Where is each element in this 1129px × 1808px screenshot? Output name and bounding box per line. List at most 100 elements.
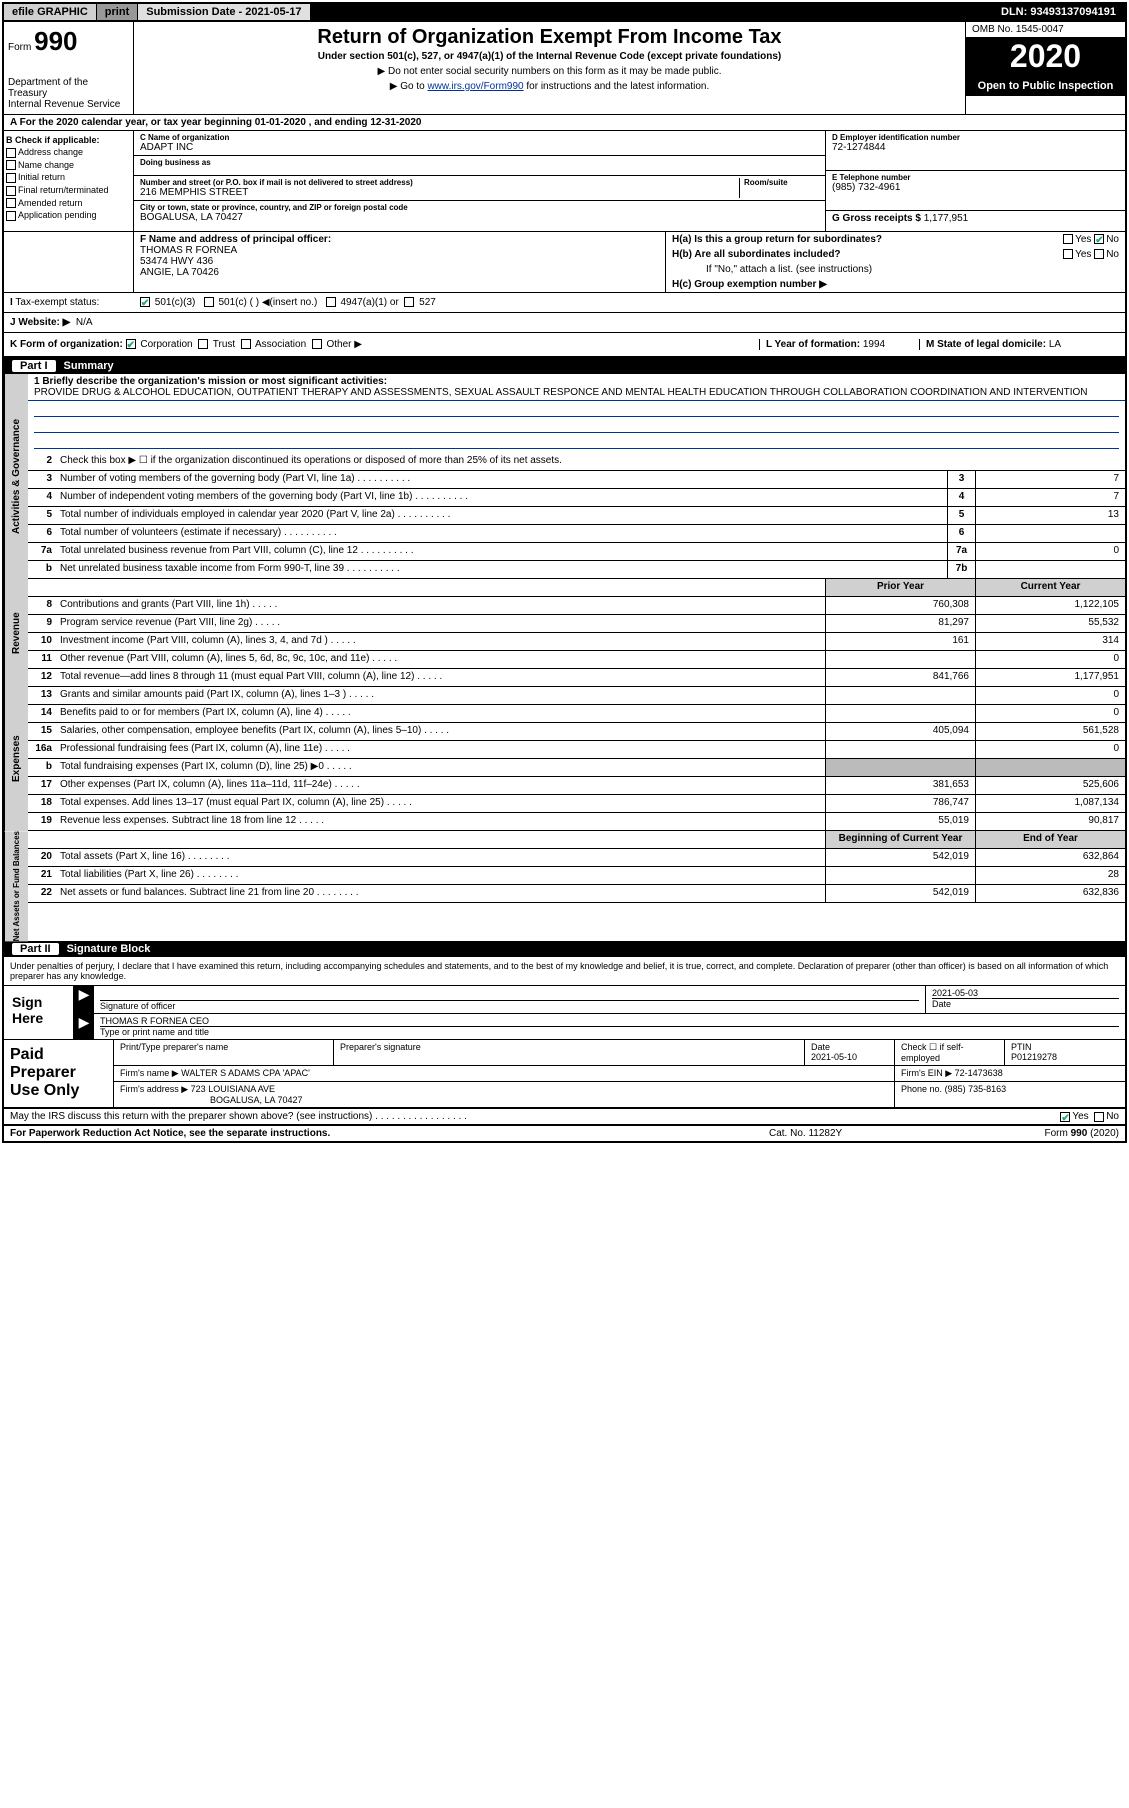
discuss-row: May the IRS discuss this return with the… bbox=[4, 1109, 1125, 1126]
open-to-public: Open to Public Inspection bbox=[966, 76, 1125, 96]
table-row: 7aTotal unrelated business revenue from … bbox=[28, 543, 1125, 561]
prep-name-label: Print/Type preparer's name bbox=[114, 1040, 334, 1065]
officer-name: THOMAS R FORNEA bbox=[140, 245, 659, 256]
page-footer: For Paperwork Reduction Act Notice, see … bbox=[4, 1126, 1125, 1141]
firm-addr2: BOGALUSA, LA 70427 bbox=[210, 1095, 303, 1105]
b-label: B Check if applicable: bbox=[6, 135, 100, 145]
part-1-governance: Activities & Governance 1 Briefly descri… bbox=[4, 374, 1125, 579]
declaration: Under penalties of perjury, I declare th… bbox=[4, 957, 1125, 986]
firm-addr1: 723 LOUISIANA AVE bbox=[191, 1084, 275, 1094]
form-number: 990 bbox=[34, 26, 77, 56]
check-address-change[interactable]: Address change bbox=[6, 147, 131, 158]
firm-name: WALTER S ADAMS CPA 'APAC' bbox=[181, 1068, 310, 1078]
col-prior-year: Prior Year bbox=[825, 579, 975, 596]
table-row: 17Other expenses (Part IX, column (A), l… bbox=[28, 777, 1125, 795]
sign-here-label: Sign Here bbox=[4, 986, 74, 1039]
check-initial-return[interactable]: Initial return bbox=[6, 172, 131, 183]
website: N/A bbox=[76, 317, 93, 328]
sig-arrow-icon: ▶ bbox=[74, 986, 94, 1013]
part-1-header: Part I Summary bbox=[4, 358, 1125, 374]
gross-receipts-cell: G Gross receipts $ 1,177,951 bbox=[826, 211, 1125, 231]
year-box: OMB No. 1545-0047 2020 Open to Public In… bbox=[965, 22, 1125, 114]
section-h: H(a) Is this a group return for subordin… bbox=[665, 232, 1125, 292]
tax-year: 2020 bbox=[966, 38, 1125, 76]
hb-note: If "No," attach a list. (see instruction… bbox=[666, 262, 1125, 277]
table-row: 15Salaries, other compensation, employee… bbox=[28, 723, 1125, 741]
tax-exempt-status: I Tax-exempt status: ✔ 501(c)(3) 501(c) … bbox=[4, 293, 1125, 313]
side-governance: Activities & Governance bbox=[4, 374, 28, 579]
table-row: 21Total liabilities (Part X, line 26) . … bbox=[28, 867, 1125, 885]
section-f-h: F Name and address of principal officer:… bbox=[4, 232, 1125, 293]
form-subtitle: Under section 501(c), 527, or 4947(a)(1)… bbox=[138, 51, 961, 62]
year-formation: 1994 bbox=[863, 339, 885, 350]
phone: (985) 732-4961 bbox=[832, 182, 1119, 193]
part-1-expenses: Expenses 13Grants and similar amounts pa… bbox=[4, 687, 1125, 831]
officer-addr2: ANGIE, LA 70426 bbox=[140, 267, 659, 278]
paid-preparer-block: Paid Preparer Use Only Print/Type prepar… bbox=[4, 1040, 1125, 1109]
dept-treasury: Department of the Treasury Internal Reve… bbox=[8, 77, 129, 110]
form-number-box: Form 990 Department of the Treasury Inte… bbox=[4, 22, 134, 114]
irs-link[interactable]: www.irs.gov/Form990 bbox=[427, 81, 523, 92]
col-end: End of Year bbox=[975, 831, 1125, 848]
line-a-tax-year: A For the 2020 calendar year, or tax yea… bbox=[4, 115, 1125, 131]
signer-name: THOMAS R FORNEA CEO bbox=[100, 1016, 1119, 1026]
row-klm: K Form of organization: ✔ Corporation Tr… bbox=[4, 333, 1125, 358]
omb-number: OMB No. 1545-0047 bbox=[966, 22, 1125, 38]
col-current-year: Current Year bbox=[975, 579, 1125, 596]
website-row: J Website: ▶ N/A bbox=[4, 313, 1125, 333]
gross-receipts: 1,177,951 bbox=[924, 213, 969, 224]
section-b-to-g: B Check if applicable: Address change Na… bbox=[4, 131, 1125, 232]
ptin: P01219278 bbox=[1011, 1052, 1057, 1062]
table-row: 14Benefits paid to or for members (Part … bbox=[28, 705, 1125, 723]
instruction-1: ▶ Do not enter social security numbers o… bbox=[138, 66, 961, 77]
form-title: Return of Organization Exempt From Incom… bbox=[138, 26, 961, 49]
check-name-change[interactable]: Name change bbox=[6, 160, 131, 171]
signature-date: 2021-05-03 bbox=[932, 988, 1119, 998]
side-expenses: Expenses bbox=[4, 687, 28, 831]
prep-date: 2021-05-10 bbox=[811, 1052, 857, 1062]
table-row: 11Other revenue (Part VIII, column (A), … bbox=[28, 651, 1125, 669]
prep-self-employed: Check ☐ if self-employed bbox=[895, 1040, 1005, 1065]
sig-officer-label: Signature of officer bbox=[100, 1000, 919, 1011]
state-domicile: LA bbox=[1049, 339, 1061, 350]
part-1-net-assets: Net Assets or Fund Balances Beginning of… bbox=[4, 831, 1125, 941]
side-revenue: Revenue bbox=[4, 579, 28, 687]
section-b: B Check if applicable: Address change Na… bbox=[4, 131, 134, 231]
col-beginning: Beginning of Current Year bbox=[825, 831, 975, 848]
firm-phone: (985) 735-8163 bbox=[945, 1084, 1007, 1094]
footer-form: Form 990 (2020) bbox=[969, 1128, 1119, 1139]
side-net-assets: Net Assets or Fund Balances bbox=[4, 831, 28, 941]
table-row: 4Number of independent voting members of… bbox=[28, 489, 1125, 507]
check-app-pending[interactable]: Application pending bbox=[6, 210, 131, 221]
section-c-d: C Name of organization ADAPT INC Doing b… bbox=[134, 131, 1125, 231]
table-row: 8Contributions and grants (Part VIII, li… bbox=[28, 597, 1125, 615]
check-final-return[interactable]: Final return/terminated bbox=[6, 185, 131, 196]
city-state-zip: BOGALUSA, LA 70427 bbox=[140, 212, 819, 223]
print-button[interactable]: print bbox=[97, 4, 138, 20]
address-cell: Number and street (or P.O. box if mail i… bbox=[134, 176, 825, 201]
table-row: 6Total number of volunteers (estimate if… bbox=[28, 525, 1125, 543]
table-row: 22Net assets or fund balances. Subtract … bbox=[28, 885, 1125, 903]
submission-date: Submission Date - 2021-05-17 bbox=[138, 4, 310, 20]
line-2: Check this box ▶ ☐ if the organization d… bbox=[56, 453, 1125, 470]
sign-here-block: Sign Here ▶ Signature of officer 2021-05… bbox=[4, 986, 1125, 1040]
table-row: 9Program service revenue (Part VIII, lin… bbox=[28, 615, 1125, 633]
line-1-label: 1 Briefly describe the organization's mi… bbox=[34, 376, 387, 387]
dba-cell: Doing business as bbox=[134, 156, 825, 176]
table-row: 3Number of voting members of the governi… bbox=[28, 471, 1125, 489]
firm-ein: 72-1473638 bbox=[955, 1068, 1003, 1078]
spacer bbox=[311, 4, 993, 20]
table-row: bNet unrelated business taxable income f… bbox=[28, 561, 1125, 579]
part-2-header: Part II Signature Block bbox=[4, 941, 1125, 957]
mission-text: PROVIDE DRUG & ALCOHOL EDUCATION, OUTPAT… bbox=[34, 387, 1088, 398]
table-row: 20Total assets (Part X, line 16) . . . .… bbox=[28, 849, 1125, 867]
table-row: bTotal fundraising expenses (Part IX, co… bbox=[28, 759, 1125, 777]
ein: 72-1274844 bbox=[832, 142, 1119, 153]
table-row: 16aProfessional fundraising fees (Part I… bbox=[28, 741, 1125, 759]
check-amended[interactable]: Amended return bbox=[6, 198, 131, 209]
sig-arrow-icon: ▶ bbox=[74, 1014, 94, 1039]
org-name: ADAPT INC bbox=[140, 142, 819, 153]
phone-cell: E Telephone number (985) 732-4961 bbox=[826, 171, 1125, 211]
instruction-2: ▶ Go to www.irs.gov/Form990 for instruct… bbox=[138, 81, 961, 92]
topbar: efile GRAPHIC print Submission Date - 20… bbox=[4, 4, 1125, 22]
